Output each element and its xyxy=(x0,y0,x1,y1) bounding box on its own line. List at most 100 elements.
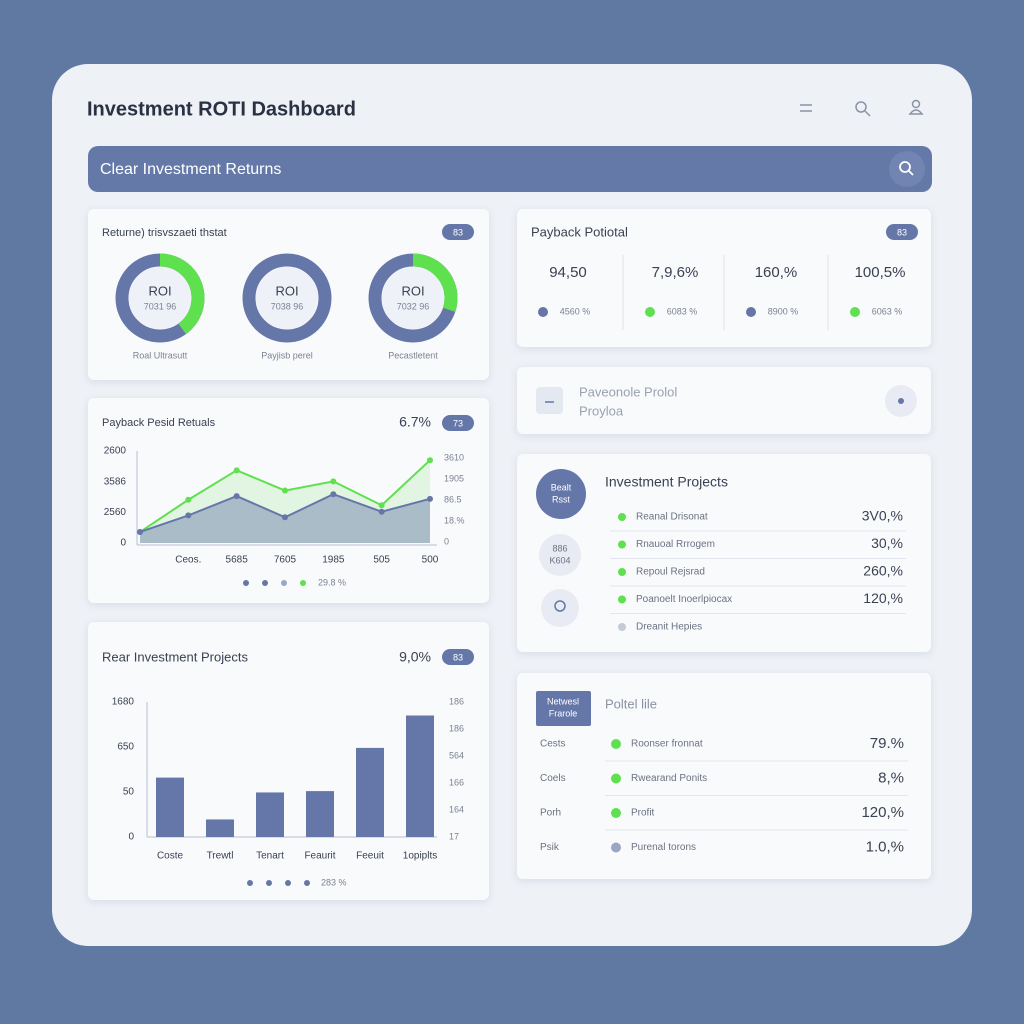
x-axis-label: Feeuit xyxy=(356,851,384,862)
x-axis-label: Ceos. xyxy=(175,555,201,566)
avatar-text: K604 xyxy=(549,555,570,565)
donut-caption: Payjisb perel xyxy=(261,350,313,360)
row-value: 30,% xyxy=(871,535,903,551)
legend-dot xyxy=(300,580,306,586)
portfolio-badge xyxy=(536,691,591,726)
search-button-icon xyxy=(899,161,914,176)
series-point xyxy=(185,496,192,503)
bar-chart-card xyxy=(88,622,489,900)
search-icon[interactable] xyxy=(855,101,871,117)
series-point xyxy=(282,514,288,521)
card-title: Payback Potiotal xyxy=(531,224,628,239)
donut-caption: Roal Ultrasutt xyxy=(133,350,188,360)
card-title: Payback Pesid Retuals xyxy=(102,417,216,429)
y2-axis-label: 164 xyxy=(449,804,464,814)
row-dot xyxy=(611,808,621,818)
row-name: Purenal torons xyxy=(631,842,696,853)
bar xyxy=(256,792,284,837)
project-icon xyxy=(536,387,563,414)
avatar xyxy=(539,534,581,576)
y-axis-label: 650 xyxy=(117,742,134,753)
avatar-text: Rsst xyxy=(552,494,570,504)
donut-inner xyxy=(382,267,444,329)
row-label: Psik xyxy=(540,842,560,853)
avatar-text: Bealt xyxy=(551,482,572,492)
project-line: Proyloa xyxy=(579,403,624,418)
menu-icon[interactable] xyxy=(800,104,812,112)
series-area xyxy=(140,460,430,543)
row-name: Dreanit Hepies xyxy=(636,622,702,633)
stat-sublabel: 4560 % xyxy=(560,306,591,316)
legend-dot xyxy=(304,880,310,886)
row-value: 120,% xyxy=(863,590,903,606)
y2-axis-label: 186 xyxy=(449,696,464,706)
y2-axis-label: 166 xyxy=(449,777,464,787)
stat-value: 94,50 xyxy=(549,264,587,281)
legend-dot xyxy=(247,880,253,886)
portfolio-card xyxy=(517,673,931,879)
legend-note: 29.8 % xyxy=(318,577,346,587)
project-line: Paveonole Prolol xyxy=(579,384,677,399)
x-axis-label: Coste xyxy=(157,851,184,862)
bar xyxy=(406,715,434,837)
y-axis-label: 50 xyxy=(123,787,135,798)
badge-text: 83 xyxy=(897,227,907,237)
y-axis-label: 1680 xyxy=(112,697,135,708)
donut-label: ROI xyxy=(401,283,424,298)
row-name: Repoul Rejsrad xyxy=(636,567,705,578)
badge xyxy=(442,649,474,665)
row-value: 1.0,% xyxy=(866,838,904,855)
row-label: Coels xyxy=(540,773,566,784)
legend-dot xyxy=(285,880,291,886)
legend-dot xyxy=(281,580,287,586)
avatar-icon xyxy=(554,600,566,612)
search-bar[interactable] xyxy=(88,146,932,192)
x-axis-label: Trewtl xyxy=(207,851,234,862)
avatar xyxy=(541,589,579,627)
donut-sublabel: 7032 96 xyxy=(397,301,430,311)
card-title: Rear Investment Projects xyxy=(102,649,248,664)
x-axis-label: Tenart xyxy=(256,851,284,862)
row-name: Poanoelt Inoerlpiocax xyxy=(636,594,732,605)
x-axis-label: 1opiplts xyxy=(403,851,437,862)
y2-axis-label: 18.% xyxy=(444,515,465,525)
stat-dot xyxy=(746,307,756,317)
y-axis-label: 3586 xyxy=(104,476,127,487)
row-dot xyxy=(611,842,621,853)
y-axis-label: 2600 xyxy=(104,446,127,457)
legend-dot xyxy=(266,880,272,886)
stat-value: 7,9,6% xyxy=(652,264,699,281)
avatar xyxy=(536,469,586,519)
portfolio-badge-text: Frarole xyxy=(549,708,578,718)
legend-dot xyxy=(243,580,249,586)
stat-sublabel: 6063 % xyxy=(872,306,903,316)
bar xyxy=(306,791,334,837)
x-axis-label: 5685 xyxy=(226,555,249,566)
row-name: Rnauoal Rrrogem xyxy=(636,539,715,550)
row-value: 3V0,% xyxy=(862,508,903,524)
row-dot xyxy=(618,568,626,576)
legend-note: 283 % xyxy=(321,877,347,887)
x-axis-label: 500 xyxy=(422,555,439,566)
donut-label: ROI xyxy=(148,283,171,298)
series-point xyxy=(330,478,337,485)
donut-segment xyxy=(368,253,458,343)
donut-sublabel: 7031 96 xyxy=(144,301,177,311)
search-button[interactable] xyxy=(889,151,925,187)
x-axis-label: Feaurit xyxy=(304,851,335,862)
badge xyxy=(886,224,918,240)
title: Investment ROTI Dashboard xyxy=(87,98,356,120)
portfolio-badge-text: Netwesl xyxy=(547,696,579,706)
series-point xyxy=(427,457,433,464)
user-icon[interactable] xyxy=(908,99,924,115)
x-axis-label: 505 xyxy=(373,555,390,566)
row-value: 120,% xyxy=(861,804,904,821)
badge-text: 83 xyxy=(453,227,463,237)
row-value: 79.% xyxy=(870,735,904,752)
project-action-icon xyxy=(898,398,904,404)
y2-axis-label: 0 xyxy=(444,536,449,546)
badge-text: 73 xyxy=(453,418,463,428)
y2-axis-label: 17 xyxy=(449,831,459,841)
series-point xyxy=(185,512,192,519)
project-card[interactable] xyxy=(517,367,931,434)
